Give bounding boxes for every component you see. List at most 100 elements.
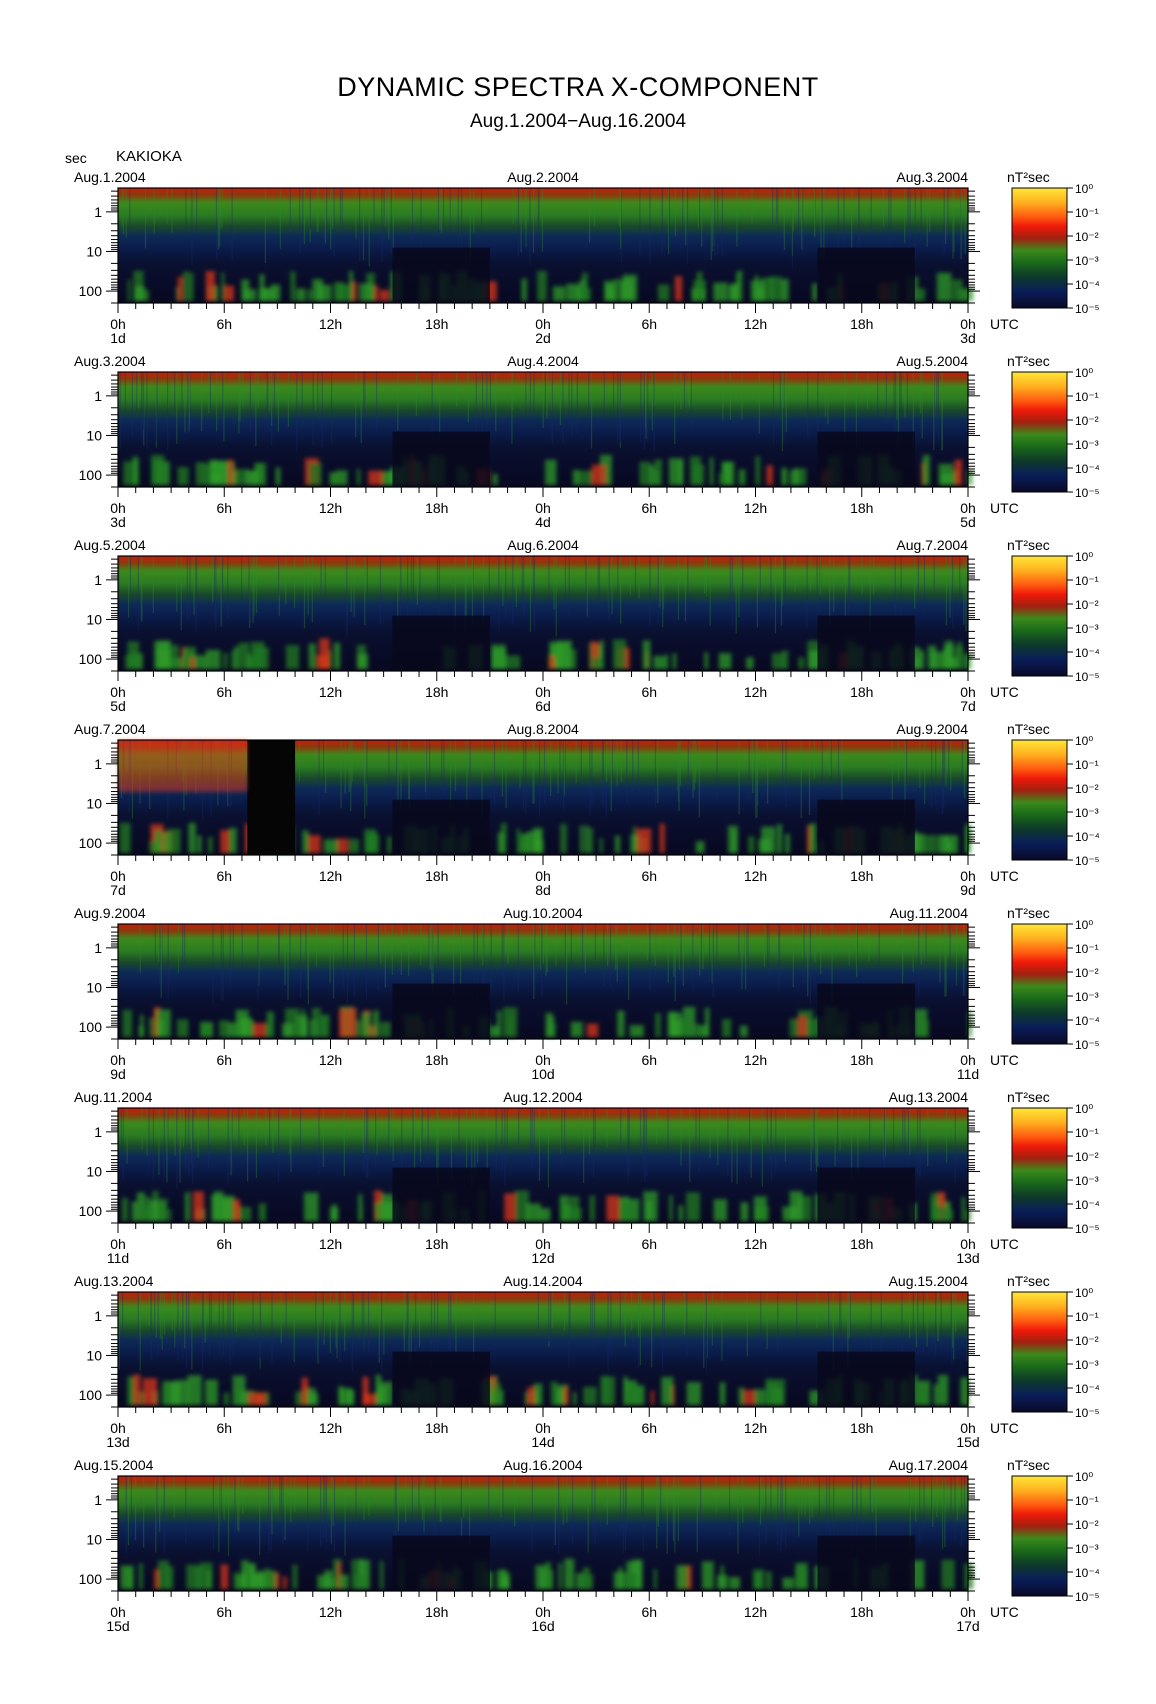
- texture-streak: [176, 372, 178, 444]
- texture-streak: [410, 1292, 412, 1363]
- texture-streak: [191, 1108, 194, 1185]
- texture-streak: [531, 1108, 533, 1169]
- texture-streak: [141, 556, 143, 622]
- texture-streak: [856, 1476, 858, 1554]
- x-tick-label: 6h: [216, 1236, 232, 1252]
- texture-streak: [687, 740, 689, 782]
- texture-streak: [594, 1292, 596, 1349]
- texture-streak: [925, 924, 927, 976]
- texture-streak: [782, 1476, 784, 1512]
- texture-streak: [303, 188, 306, 245]
- texture-streak: [506, 1108, 508, 1165]
- texture-streak: [765, 1476, 767, 1543]
- texture-streak: [394, 1476, 396, 1545]
- texture-streak: [945, 556, 948, 626]
- texture-streak: [303, 556, 306, 629]
- texture-streak: [463, 1476, 465, 1518]
- texture-streak: [363, 1476, 365, 1521]
- activity-blob: [205, 271, 215, 301]
- texture-streak: [317, 372, 319, 417]
- colorbar-tick-label: 10⁻³: [1075, 1358, 1099, 1372]
- texture-streak: [395, 1476, 397, 1537]
- texture-streak: [800, 740, 802, 819]
- texture-streak: [591, 740, 593, 804]
- x-tick-label: 0h: [960, 1052, 976, 1068]
- activity-blob: [243, 289, 257, 301]
- texture-streak: [530, 1108, 532, 1163]
- activity-blob: [272, 1572, 277, 1589]
- texture-streak: [332, 924, 335, 999]
- texture-streak: [364, 556, 366, 626]
- texture-streak: [362, 188, 365, 261]
- quiet-interval: [817, 983, 915, 1039]
- texture-streak: [437, 1108, 439, 1186]
- texture-streak: [945, 740, 947, 787]
- texture-streak: [137, 372, 139, 409]
- texture-streak: [687, 556, 689, 608]
- texture-streak: [466, 740, 468, 798]
- activity-blob: [692, 1023, 701, 1037]
- texture-streak: [538, 740, 541, 817]
- texture-streak: [278, 556, 280, 616]
- texture-streak: [791, 188, 794, 269]
- texture-streak: [562, 1476, 564, 1525]
- texture-streak: [931, 1476, 933, 1518]
- panel-date-left: Aug.1.2004: [74, 169, 146, 185]
- texture-streak: [657, 1476, 659, 1528]
- texture-streak: [766, 924, 768, 967]
- texture-streak: [714, 188, 716, 256]
- panel-date-mid: Aug.16.2004: [503, 1457, 583, 1473]
- activity-blob: [716, 1575, 728, 1589]
- texture-streak: [868, 924, 870, 962]
- activity-blob: [123, 461, 136, 485]
- texture-streak: [266, 372, 268, 413]
- texture-streak: [391, 924, 393, 975]
- activity-blob: [290, 271, 296, 301]
- activity-blob: [683, 1567, 688, 1589]
- texture-streak: [682, 924, 684, 986]
- texture-streak: [517, 188, 520, 257]
- activity-blob: [247, 1562, 256, 1589]
- activity-blob: [282, 1576, 287, 1589]
- texture-streak: [814, 188, 816, 236]
- texture-streak: [736, 188, 738, 247]
- x-unit-label: UTC: [990, 1236, 1019, 1252]
- x-unit-label: UTC: [990, 1420, 1019, 1436]
- colorbar-tick-label: 10⁰: [1075, 734, 1093, 748]
- activity-blob: [722, 1018, 732, 1037]
- activity-blob: [183, 271, 190, 301]
- texture-streak: [619, 188, 622, 249]
- x-tick-label: 18h: [425, 1052, 448, 1068]
- activity-blob: [713, 282, 728, 301]
- texture-streak: [759, 556, 761, 606]
- texture-streak: [474, 1108, 476, 1176]
- texture-streak: [620, 740, 622, 783]
- activity-blob: [659, 823, 665, 853]
- x-tick-label: 6h: [216, 1420, 232, 1436]
- activity-blob: [785, 834, 790, 853]
- quiet-interval: [817, 799, 915, 855]
- texture-streak: [351, 740, 353, 781]
- texture-streak: [330, 1476, 332, 1544]
- activity-blob: [960, 1377, 970, 1405]
- quiet-interval: [392, 1535, 490, 1591]
- texture-streak: [683, 1292, 685, 1336]
- texture-streak: [780, 556, 783, 626]
- texture-streak: [150, 1292, 152, 1360]
- activity-blob: [329, 472, 337, 485]
- texture-streak: [189, 372, 191, 424]
- texture-streak: [130, 1476, 132, 1537]
- texture-streak: [155, 1292, 157, 1338]
- texture-streak: [814, 924, 816, 963]
- texture-streak: [598, 556, 601, 604]
- texture-streak: [877, 372, 879, 422]
- activity-blob: [148, 1017, 154, 1037]
- spectrum-texture: [121, 188, 966, 269]
- texture-streak: [607, 556, 610, 612]
- spectra-panel-7: Aug.13.2004 Aug.14.2004 Aug.15.20041101000…: [74, 1273, 1100, 1450]
- texture-streak: [182, 1292, 184, 1358]
- texture-streak: [403, 1292, 405, 1340]
- y-tick-label: 1: [94, 1492, 102, 1508]
- texture-streak: [505, 556, 507, 618]
- texture-streak: [904, 1108, 906, 1153]
